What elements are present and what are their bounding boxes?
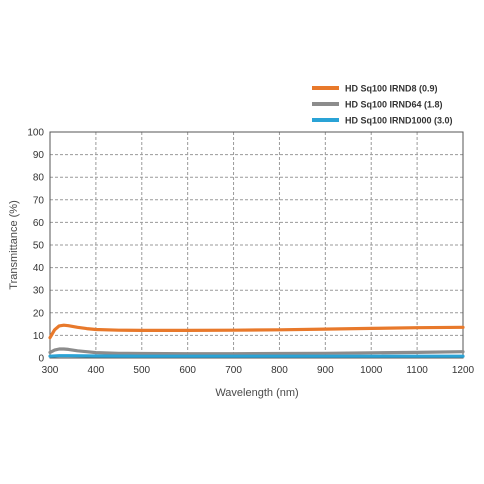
y-tick-label: 10 [33, 331, 45, 342]
x-tick-label: 300 [42, 365, 59, 376]
series-line-1 [48, 323, 465, 340]
y-tick-label: 90 [33, 150, 45, 161]
series-line-2 [48, 347, 465, 356]
x-tick-label: 500 [133, 365, 150, 376]
grid [50, 132, 463, 358]
x-tick-label: 700 [225, 365, 242, 376]
series-lines [48, 323, 465, 358]
x-tick-label: 400 [88, 365, 105, 376]
series-line-3 [48, 354, 465, 358]
x-tick-label: 800 [271, 365, 288, 376]
y-tick-label: 100 [27, 128, 44, 139]
y-tick-label: 60 [33, 218, 45, 229]
x-tick-label: 1000 [360, 365, 383, 376]
x-tick-label: 1200 [452, 365, 475, 376]
legend-label: HD Sq100 IRND8 (0.9) [345, 84, 438, 94]
y-tick-label: 20 [33, 308, 45, 319]
y-tick-labels: 0 10 20 30 40 50 60 70 80 90 100 [27, 128, 44, 365]
y-tick-label: 50 [33, 241, 45, 252]
y-tick-label: 80 [33, 173, 45, 184]
legend: HD Sq100 IRND8 (0.9) HD Sq100 IRND64 (1.8… [312, 84, 453, 126]
legend-label: HD Sq100 IRND1000 (3.0) [345, 116, 453, 126]
x-tick-label: 900 [317, 365, 334, 376]
x-tick-label: 1100 [406, 365, 428, 376]
y-axis-title: Transmittance (%) [8, 200, 20, 289]
x-axis-title: Wavelength (nm) [215, 387, 298, 399]
y-tick-label: 70 [33, 195, 45, 206]
axes [49, 131, 464, 359]
y-tick-label: 40 [33, 263, 45, 274]
y-tick-label: 0 [38, 354, 44, 365]
x-tick-labels: 300 400 500 600 700 800 900 1000 1100 1200 [42, 365, 475, 376]
plot-frame [49, 131, 464, 359]
legend-label: HD Sq100 IRND64 (1.8) [345, 100, 443, 110]
x-tick-label: 600 [179, 365, 196, 376]
y-tick-label: 30 [33, 286, 45, 297]
